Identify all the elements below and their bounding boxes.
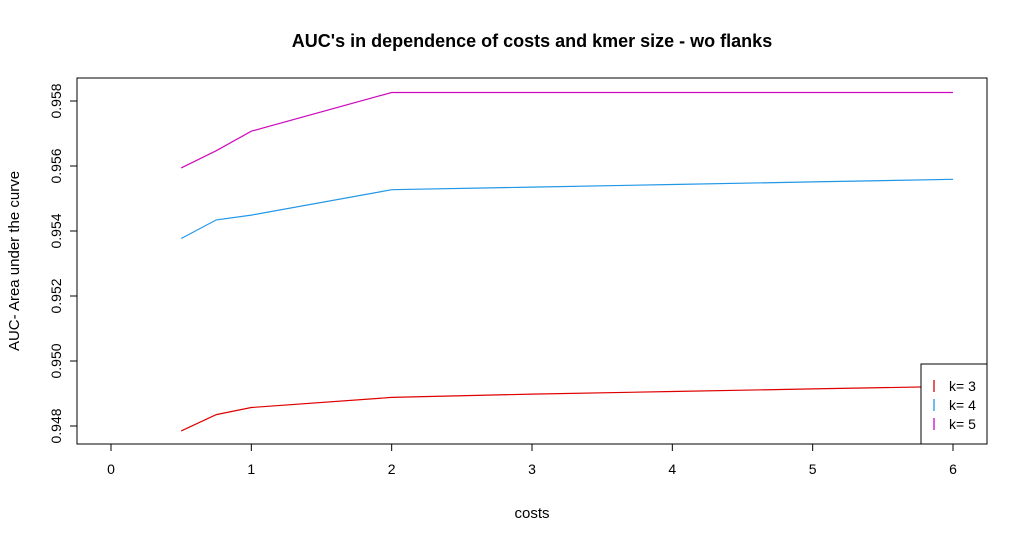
x-axis: 0 1 2 3 4 5 6 <box>107 443 957 477</box>
y-tick-label: 0.954 <box>48 213 64 248</box>
series-line-3 <box>180 91 953 169</box>
x-tick-label: 4 <box>668 461 676 477</box>
y-axis-label: AUC- Area under the curve <box>6 171 23 351</box>
y-tick-label: 0.958 <box>48 83 64 118</box>
y-axis: 0.948 0.950 0.952 0.954 0.956 0.958 <box>48 83 78 444</box>
x-tick-label: 0 <box>107 461 115 477</box>
series-lines <box>180 91 954 432</box>
legend: k= 3 k= 4 k= 5 <box>920 363 988 445</box>
x-tick-label: 3 <box>528 461 536 477</box>
x-tick-label: 1 <box>247 461 255 477</box>
y-tick-label: 0.948 <box>48 408 64 443</box>
series-line-1 <box>180 385 954 432</box>
chart-title: AUC's in dependence of costs and kmer si… <box>292 31 772 51</box>
x-tick-label: 6 <box>949 461 957 477</box>
x-tick-label: 5 <box>809 461 817 477</box>
y-tick-label: 0.952 <box>48 278 64 313</box>
legend-label: k= 5 <box>949 416 976 432</box>
y-tick-label: 0.956 <box>48 148 64 183</box>
y-tick-label: 0.950 <box>48 343 64 378</box>
x-tick-label: 2 <box>388 461 396 477</box>
x-axis-label: costs <box>514 505 549 522</box>
series-line-2 <box>180 178 954 240</box>
legend-label: k= 3 <box>949 378 976 394</box>
plot-frame <box>76 77 988 445</box>
legend-box <box>920 363 988 445</box>
legend-label: k= 4 <box>949 397 976 413</box>
